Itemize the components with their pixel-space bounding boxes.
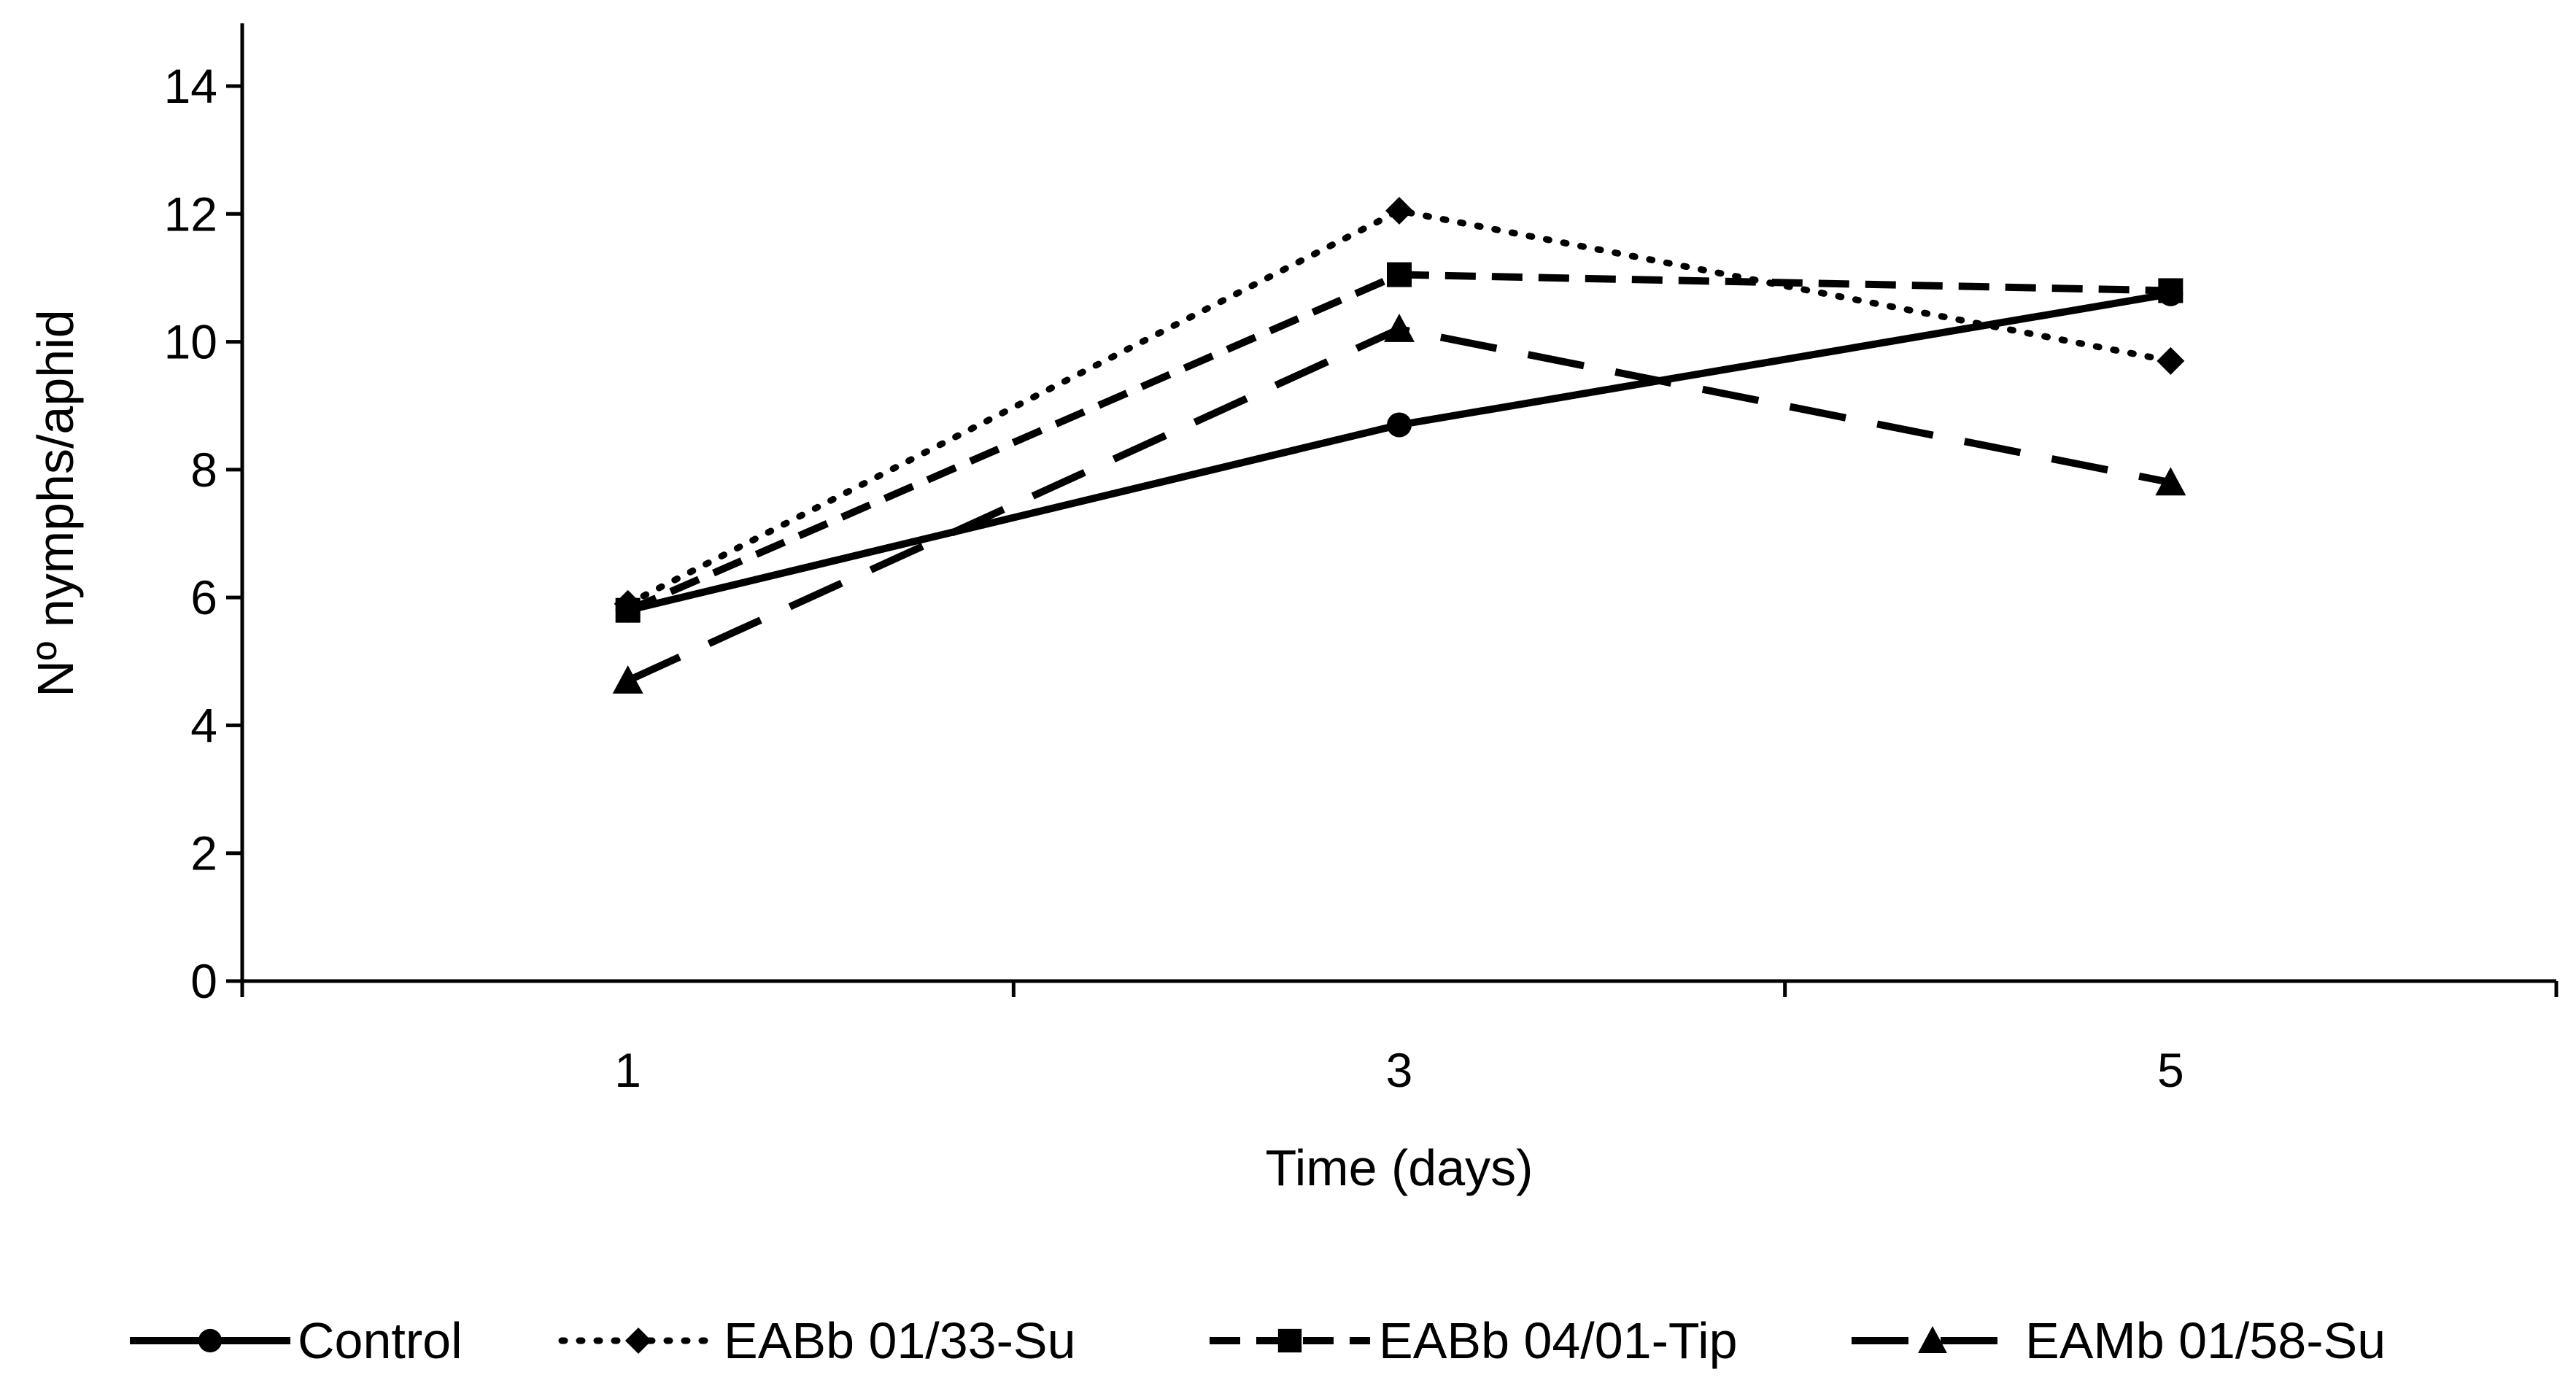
x-tick-label: 5: [2157, 1043, 2184, 1097]
y-tick-label: 14: [164, 59, 217, 113]
data-point-diamond-marker: [624, 1327, 652, 1355]
series-3: [615, 262, 2184, 623]
x-tick-label: 1: [614, 1043, 641, 1097]
y-tick-label: 10: [164, 315, 217, 369]
y-axis-title: Nº nymphs/aphid: [27, 309, 84, 697]
data-point-triangle-marker: [612, 665, 643, 694]
legend-label: Control: [298, 1312, 463, 1369]
legend-item: EAMb 01/58-Su: [1852, 1312, 2386, 1369]
data-point-square-marker: [615, 597, 641, 623]
y-tick-label: 4: [190, 698, 217, 752]
series-4: [612, 314, 2186, 694]
series-line: [626, 325, 2172, 684]
legend-label: EAMb 01/58-Su: [2025, 1312, 2386, 1369]
legend-label: EABb 04/01-Tip: [1379, 1312, 1738, 1369]
x-axis-ticks: 1 3 5: [240, 981, 2558, 1097]
y-tick: 6: [190, 570, 242, 624]
data-point-circle-marker: [1387, 412, 1412, 438]
y-tick-label: 8: [190, 443, 217, 497]
y-tick: 4: [190, 698, 242, 752]
y-tick-label: 12: [164, 187, 217, 241]
data-point-triangle-marker: [1384, 314, 1415, 342]
y-tick-label: 2: [190, 826, 217, 880]
y-tick: 2: [190, 826, 242, 880]
legend-label: EABb 01/33-Su: [724, 1312, 1076, 1369]
legend-item: EABb 04/01-Tip: [1210, 1312, 1738, 1369]
x-tick-label: 3: [1386, 1043, 1413, 1097]
y-tick: 10: [164, 315, 242, 369]
y-tick-label: 6: [190, 570, 217, 624]
y-axis-ticks: 0 2 4 6 8 10 12 14: [164, 59, 242, 1008]
data-point-square-marker: [1277, 1328, 1302, 1353]
y-tick: 12: [164, 187, 242, 241]
data-point-diamond-marker: [1385, 196, 1413, 225]
legend-item: Control: [130, 1312, 463, 1369]
x-axis-title: Time (days): [1266, 1139, 1533, 1196]
y-tick: 8: [190, 443, 242, 497]
data-point-circle-marker: [198, 1328, 223, 1353]
data-point-square-marker: [2158, 278, 2184, 303]
legend: Control EABb 01/33-Su EABb 04/01-Tip EAMb 0…: [130, 1312, 2386, 1369]
y-tick-label: 0: [190, 954, 217, 1008]
legend-item: EABb 01/33-Su: [558, 1312, 1076, 1369]
series-lines: [612, 196, 2186, 694]
y-tick: 14: [164, 59, 242, 113]
data-point-square-marker: [1387, 262, 1412, 287]
data-point-triangle-marker: [2155, 467, 2186, 496]
data-point-diamond-marker: [2157, 346, 2185, 375]
y-tick: 0: [190, 954, 242, 1008]
axes: [240, 23, 2556, 983]
data-point-triangle-marker: [1918, 1326, 1947, 1353]
